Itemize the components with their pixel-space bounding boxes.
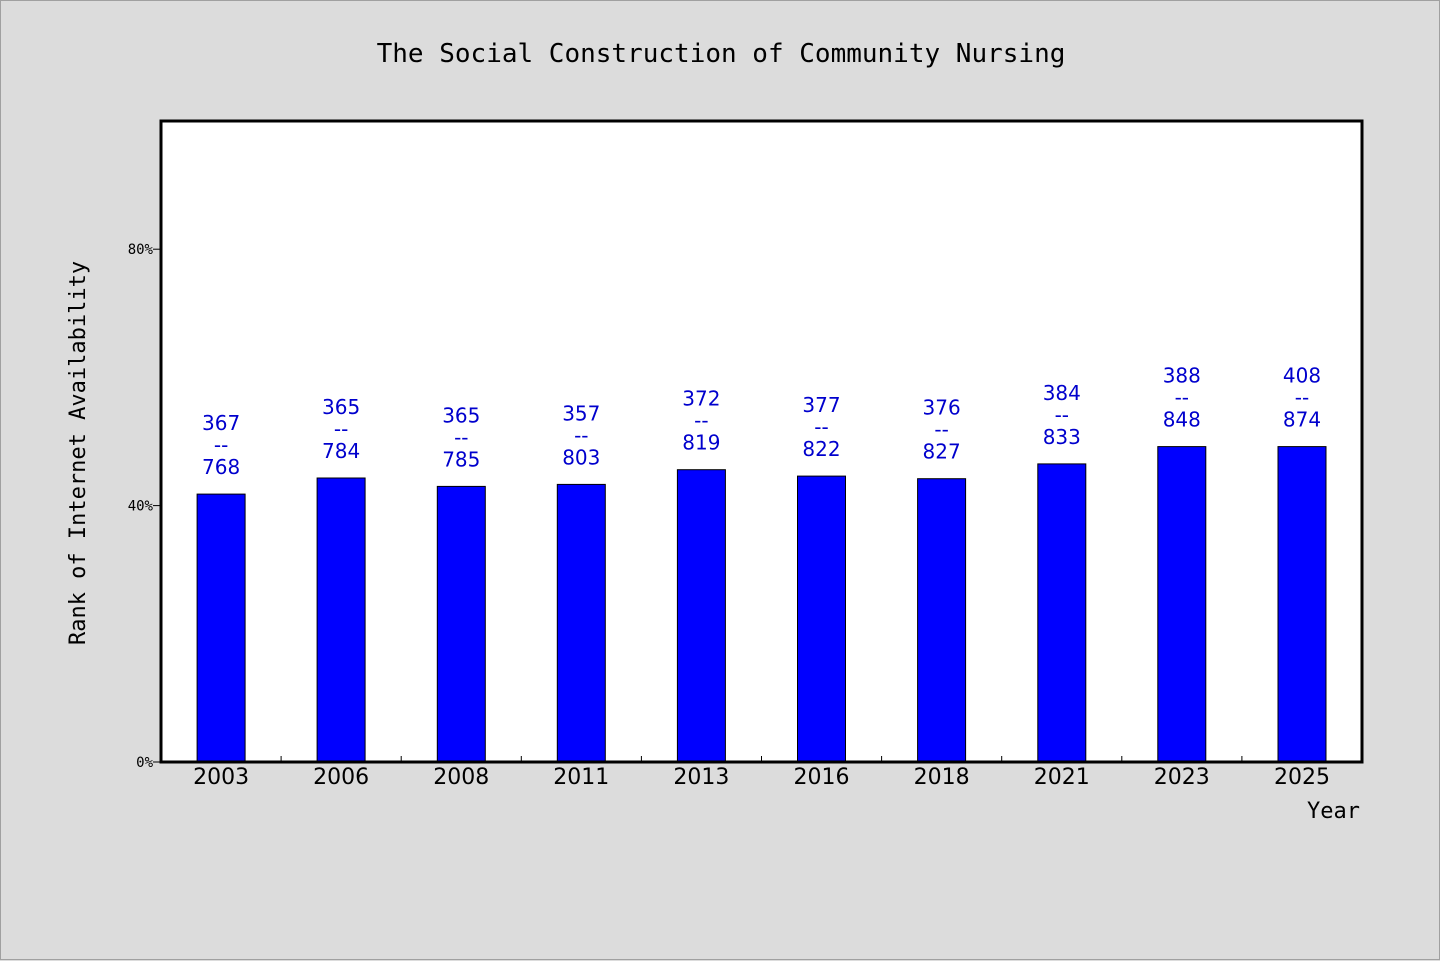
x-axis-title: Year: [1307, 799, 1360, 824]
bar-label-2006-line3: 784: [322, 439, 360, 463]
x-tick-label-2008: 2008: [433, 765, 489, 790]
bar-label-2018-line3: 827: [923, 440, 961, 464]
bar-label-2016-line3: 822: [802, 437, 840, 461]
x-tick-label-2021: 2021: [1034, 765, 1090, 790]
y-tick-label-0: 0%: [136, 755, 153, 771]
x-axis: 2003 2006 2008 2011 2013 2016 2018 2021 2023 2025: [193, 756, 1330, 790]
bars-layer: [196, 446, 1327, 763]
bar-label-2011-line1: 357: [562, 401, 600, 425]
bar-label-2006-line2: --: [334, 417, 348, 441]
x-tick-label-2023: 2023: [1154, 765, 1210, 790]
bar-label-2023-line1: 388: [1163, 364, 1201, 388]
y-axis: 0% 40% 80%: [128, 242, 161, 771]
bar-2006: [316, 477, 366, 763]
bar-2016: [797, 475, 846, 763]
bar-label-2016-line1: 377: [802, 393, 840, 417]
y-tick-label-80: 80%: [128, 242, 154, 258]
bar-2011: [556, 483, 606, 763]
bar-label-2021-line3: 833: [1043, 425, 1081, 449]
y-tick-label-40: 40%: [128, 499, 154, 515]
bar-label-2025-line2: --: [1295, 386, 1309, 410]
bar-2021: [1037, 463, 1087, 763]
bar-label-2013-line1: 372: [682, 387, 720, 411]
bar-label-2003-line3: 768: [202, 455, 240, 479]
bar-label-2023-line3: 848: [1163, 408, 1201, 432]
bar-label-2011-line3: 803: [562, 445, 600, 469]
bar-label-2003-line2: --: [214, 433, 228, 457]
bar-2023: [1157, 446, 1207, 763]
bar-2003: [196, 493, 246, 763]
plot-border: [159, 119, 1364, 764]
bar-label-2008-line1: 365: [442, 403, 480, 427]
bar-label-2018-line1: 376: [923, 396, 961, 420]
x-tick-label-2003: 2003: [193, 765, 249, 790]
bar-label-2021-line2: --: [1055, 403, 1069, 427]
x-tick-label-2006: 2006: [313, 765, 369, 790]
bar-label-2008-line2: --: [454, 425, 468, 449]
bar-label-2018-line2: --: [934, 418, 948, 442]
y-axis-title: Rank of Internet Availability: [66, 261, 91, 645]
x-tick-label-2011: 2011: [553, 765, 609, 790]
bar-label-2011-line2: --: [574, 423, 588, 447]
bar-2018: [917, 478, 967, 763]
bar-label-2023-line2: --: [1175, 386, 1189, 410]
bar-label-2016-line2: --: [814, 415, 828, 439]
bar-label-2008-line3: 785: [442, 447, 480, 471]
x-tick-label-2016: 2016: [794, 765, 850, 790]
bar-label-2021-line1: 384: [1043, 381, 1081, 405]
x-tick-label-2025: 2025: [1274, 765, 1330, 790]
chart-title: The Social Construction of Community Nur…: [377, 39, 1066, 69]
bar-2025: [1277, 446, 1327, 763]
bar-labels-layer: 367--768365--784365--785357--803372--819…: [202, 364, 1321, 480]
bar-2013: [676, 469, 726, 763]
bar-label-2025-line1: 408: [1283, 364, 1321, 388]
bar-2008: [436, 485, 486, 763]
x-tick-label-2018: 2018: [914, 765, 970, 790]
bar-label-2006-line1: 365: [322, 395, 360, 419]
bar-label-2013-line3: 819: [682, 431, 720, 455]
bar-label-2003-line1: 367: [202, 411, 240, 435]
bar-label-2013-line2: --: [694, 409, 708, 433]
bar-label-2025-line3: 874: [1283, 408, 1321, 432]
x-tick-label-2013: 2013: [673, 765, 729, 790]
